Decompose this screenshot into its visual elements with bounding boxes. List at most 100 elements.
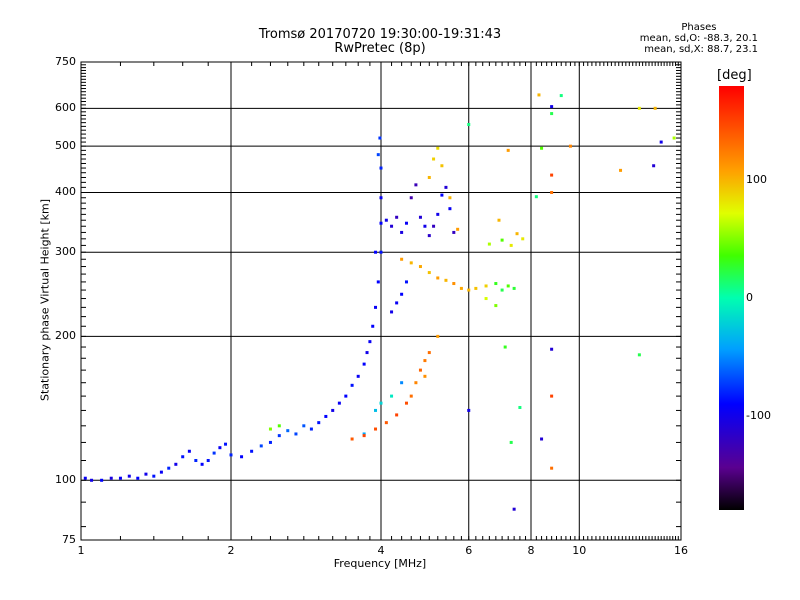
echo-point — [559, 94, 563, 98]
echo-point — [484, 297, 488, 301]
echo-point — [144, 472, 148, 476]
echo-point — [444, 278, 448, 282]
echo-point — [427, 234, 431, 238]
data-points — [83, 93, 676, 511]
echo-point — [390, 310, 394, 314]
echo-point — [418, 368, 422, 372]
echo-point — [440, 164, 444, 168]
echo-point — [259, 444, 263, 448]
echo-point — [427, 351, 431, 355]
echo-point — [409, 261, 413, 265]
echo-point — [362, 434, 366, 438]
echo-point — [302, 424, 306, 428]
echo-point — [100, 478, 104, 482]
echo-point — [229, 453, 233, 457]
echo-point — [378, 136, 382, 140]
echo-point — [550, 347, 554, 351]
echo-point — [187, 449, 191, 453]
echo-point — [200, 462, 204, 466]
echo-point — [337, 401, 341, 405]
echo-point — [497, 218, 501, 222]
echo-point — [448, 196, 452, 200]
echo-point — [652, 164, 656, 168]
echo-point — [404, 401, 408, 405]
echo-point — [365, 351, 369, 355]
echo-point — [395, 215, 399, 219]
echo-point — [436, 212, 440, 216]
echo-point — [494, 304, 498, 308]
echo-point — [268, 427, 272, 431]
echo-point — [324, 414, 328, 418]
echo-point — [409, 196, 413, 200]
colorbar-tick-label: -100 — [746, 408, 771, 422]
x-tick-label: 6 — [465, 544, 473, 557]
echo-point — [418, 265, 422, 269]
echo-point — [376, 280, 380, 284]
echo-point — [152, 474, 156, 478]
echo-point — [159, 470, 163, 474]
y-axis-label: Stationary phase Virtual Height [km] — [38, 198, 52, 402]
echo-point — [395, 301, 399, 305]
echo-point — [344, 394, 348, 398]
echo-point — [409, 394, 413, 398]
echo-point — [400, 292, 404, 296]
y-tick-label: 75 — [62, 533, 76, 546]
x-axis-label: Frequency [MHz] — [333, 557, 427, 570]
echo-point — [452, 282, 456, 286]
echo-point — [506, 284, 510, 288]
echo-point — [515, 232, 519, 236]
colorbar — [719, 86, 744, 510]
echo-point — [500, 238, 504, 242]
echo-point — [467, 288, 471, 292]
echo-point — [212, 451, 216, 455]
colorbar-tick-label: 100 — [746, 173, 767, 187]
echo-point — [444, 185, 448, 189]
echo-point — [418, 215, 422, 219]
echo-point — [427, 271, 431, 275]
echo-point — [384, 421, 388, 425]
echo-point — [534, 195, 538, 199]
echo-point — [619, 168, 623, 172]
echo-point — [503, 345, 507, 349]
x-tick-label: 10 — [572, 544, 587, 557]
echo-point — [400, 230, 404, 234]
echo-point — [467, 123, 471, 127]
echo-point — [400, 381, 404, 385]
echo-point — [436, 276, 440, 280]
echo-point — [331, 408, 335, 412]
phase-info: Phases mean, sd,O: -88.3, 20.1 mean, sd,… — [640, 22, 758, 55]
echo-point — [550, 105, 554, 109]
echo-point — [414, 183, 418, 187]
echo-point — [268, 440, 272, 444]
echo-point — [512, 286, 516, 290]
echo-point — [518, 405, 522, 409]
echo-point — [379, 221, 383, 225]
echo-point — [550, 112, 554, 116]
echo-point — [379, 401, 383, 405]
y-tick-label: 500 — [55, 139, 76, 153]
echo-point — [390, 224, 394, 228]
x-tick-label: 8 — [527, 544, 535, 557]
y-tick-label: 400 — [55, 185, 76, 199]
echo-point — [672, 136, 676, 140]
echo-point — [540, 146, 544, 150]
echo-point — [194, 458, 198, 462]
echo-point — [423, 374, 427, 378]
y-tick-label: 200 — [55, 329, 76, 343]
echo-point — [440, 193, 444, 197]
echo-point — [427, 175, 431, 179]
echo-point — [423, 359, 427, 363]
echo-point — [127, 474, 131, 478]
echo-point — [240, 455, 244, 459]
echo-point — [118, 476, 122, 480]
echo-point — [653, 106, 657, 110]
echo-point — [448, 207, 452, 211]
echo-point — [350, 437, 354, 441]
echo-point — [550, 173, 554, 177]
echo-point — [423, 224, 427, 228]
echo-point — [509, 243, 513, 247]
echo-point — [436, 334, 440, 338]
echo-point — [509, 440, 513, 444]
echo-point — [395, 413, 399, 417]
echo-point — [374, 427, 378, 431]
